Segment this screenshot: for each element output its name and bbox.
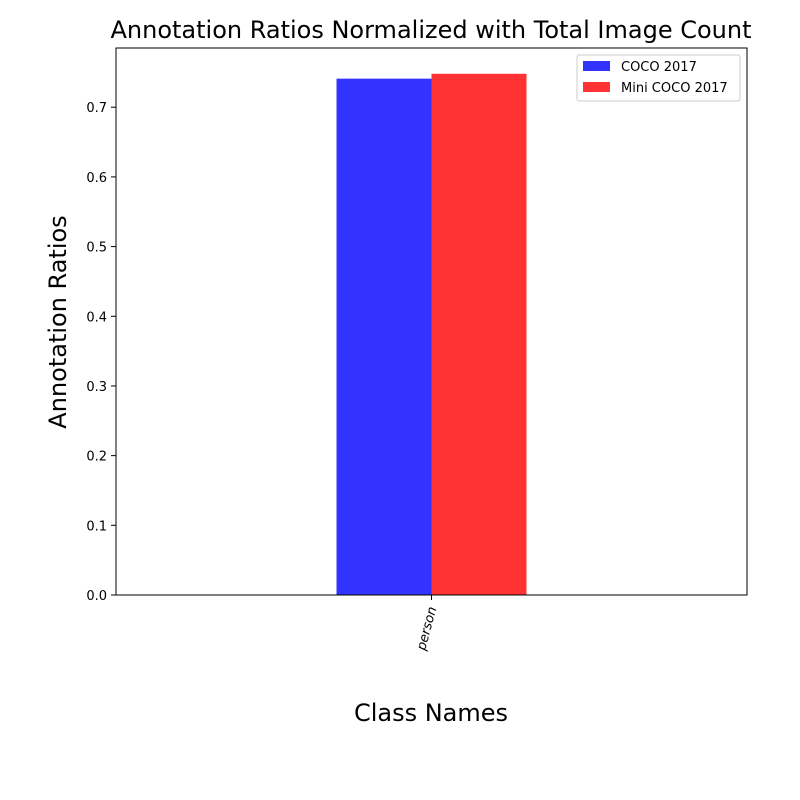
bar-mini-coco-2017-person <box>431 73 527 595</box>
legend: COCO 2017 Mini COCO 2017 <box>576 54 741 102</box>
legend-label-mini-coco-2017: Mini COCO 2017 <box>621 81 728 96</box>
y-tick-label: 0.5 <box>86 241 107 256</box>
legend-swatch-coco-2017 <box>583 61 610 71</box>
legend-label-coco-2017: COCO 2017 <box>621 60 697 75</box>
y-tick-label: 0.2 <box>86 450 107 465</box>
y-axis: 0.0 0.1 0.2 0.3 0.4 0.5 0.6 0.7 <box>86 101 116 604</box>
y-tick-label: 0.3 <box>86 380 107 395</box>
x-axis: person <box>414 595 440 653</box>
y-tick-label: 0.0 <box>86 589 107 604</box>
y-axis-label: Annotation Ratios <box>44 215 72 428</box>
chart-title: Annotation Ratios Normalized with Total … <box>110 16 751 44</box>
legend-swatch-mini-coco-2017 <box>583 82 610 92</box>
y-tick-label: 0.6 <box>86 171 107 186</box>
x-axis-label: Class Names <box>354 699 508 727</box>
y-tick-label: 0.4 <box>86 310 107 325</box>
y-tick-label: 0.7 <box>86 101 107 116</box>
x-tick-label-person: person <box>414 605 440 653</box>
bar-coco-2017-person <box>336 78 432 596</box>
bars-group <box>336 73 527 596</box>
legend-box <box>576 54 741 102</box>
y-tick-label: 0.1 <box>86 519 107 534</box>
